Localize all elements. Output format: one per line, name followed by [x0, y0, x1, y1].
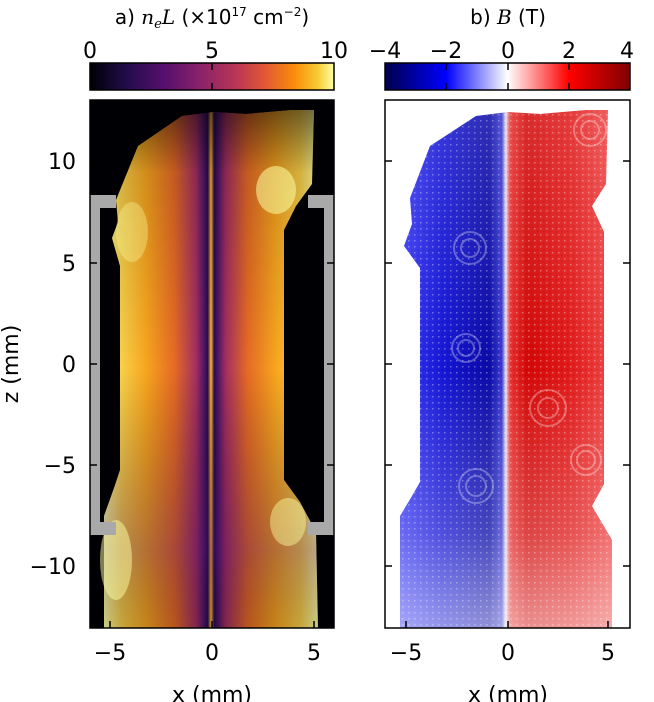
y-tick-label: 5	[62, 252, 76, 277]
x-tick-label: 5	[601, 641, 615, 666]
x-tick-label: −5	[94, 641, 126, 666]
plot-b-yticks	[385, 160, 630, 567]
plot-b-image	[400, 110, 612, 628]
colorbar-b-tick-label: −2	[430, 39, 462, 64]
y-tick-label: −5	[44, 454, 76, 479]
x-axis-label: x (mm)	[172, 683, 252, 702]
electrode-right	[308, 195, 334, 535]
y-tick-label: 0	[62, 353, 76, 378]
plot-a-image	[100, 110, 318, 628]
panel-b: b) B (T) −4 −2 0 2 4	[369, 5, 634, 702]
colorbar-b-tick-label: −4	[369, 39, 401, 64]
colorbar-a-tick-label: 5	[205, 39, 219, 64]
plot-a-yticks	[90, 160, 334, 567]
colorbar-b-tick-label: 4	[620, 39, 634, 64]
colorbar-a-tick-label: 0	[83, 39, 97, 64]
panel-b-title: b) B (T)	[470, 5, 546, 29]
x-tick-label: −5	[390, 641, 422, 666]
y-axis-label: z (mm)	[0, 325, 24, 404]
x-tick-label: 0	[501, 641, 515, 666]
plot-a-xticks	[109, 621, 315, 628]
colorbar-b-ticks	[445, 63, 570, 90]
y-tick-label: −10	[30, 555, 76, 580]
y-tick-label: 10	[48, 150, 76, 175]
electrode-left	[90, 195, 116, 535]
panel-a-title: a) neL (×1017 cm−2)	[115, 5, 309, 32]
colorbar-b-tick-label: 2	[562, 39, 576, 64]
panel-a: a) neL (×1017 cm−2) 0 5 10	[0, 5, 348, 702]
x-axis-label: x (mm)	[468, 683, 548, 702]
colorbar-a-tick-label: 10	[320, 39, 348, 64]
plot-b-xticks	[405, 621, 609, 628]
colorbar-b-tick-label: 0	[501, 39, 515, 64]
x-tick-label: 5	[307, 641, 321, 666]
x-tick-label: 0	[205, 641, 219, 666]
